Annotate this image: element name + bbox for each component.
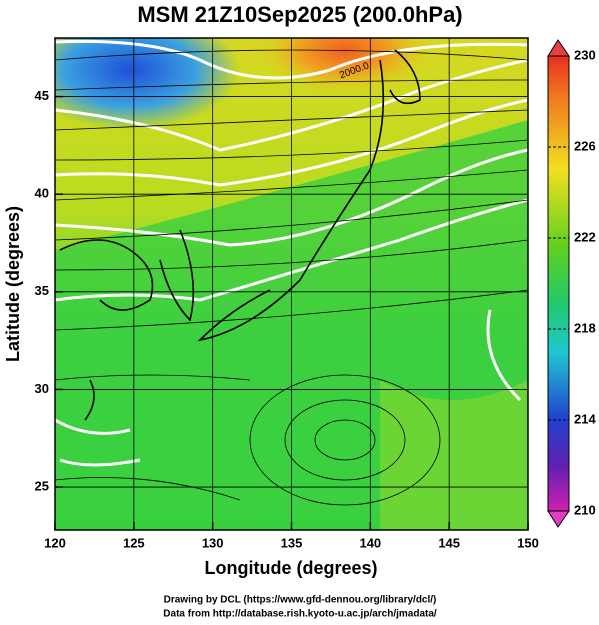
colorbar [547,55,570,512]
y-tick-label: 40 [35,186,49,201]
colorbar-tick-label: 226 [574,138,596,153]
colorbar-upper-arrow [547,39,570,57]
colorbar-tick-label: 214 [574,411,596,426]
colorbar-tick-label: 210 [574,502,596,517]
title: MSM 21Z10Sep2025 (200.0hPa) [137,2,462,27]
colorbar-tick-label: 218 [574,320,596,335]
x-tick-label: 120 [44,535,66,550]
x-axis-label: Longitude (degrees) [204,558,377,578]
y-tick-label: 30 [35,381,49,396]
x-tick-label: 130 [202,535,224,550]
low-temp-area [55,38,240,130]
x-tick-label: 135 [281,535,303,550]
colorbar-lower-arrow [547,510,570,528]
footer-line: Data from http://database.rish.kyoto-u.a… [163,609,437,620]
yellow-green-region [380,380,528,530]
x-tick-label: 145 [438,535,460,550]
x-tick-label: 150 [517,535,539,550]
coastlines [59,49,421,421]
y-tick-label: 35 [35,283,49,298]
x-tick-label: 125 [123,535,145,550]
streamlines [55,49,528,506]
footer-line: Drawing by DCL (https://www.gfd-dennou.o… [164,595,437,606]
x-tick-label: 140 [359,535,381,550]
height-contours [55,39,528,467]
y-tick-label: 45 [35,88,49,103]
y-tick-label: 25 [35,478,49,493]
colorbar-tick-label: 230 [574,47,596,62]
y-axis-label: Latitude (degrees) [3,206,23,362]
colorbar-tick-label: 222 [574,229,596,244]
field: 2000.0 [55,38,528,530]
